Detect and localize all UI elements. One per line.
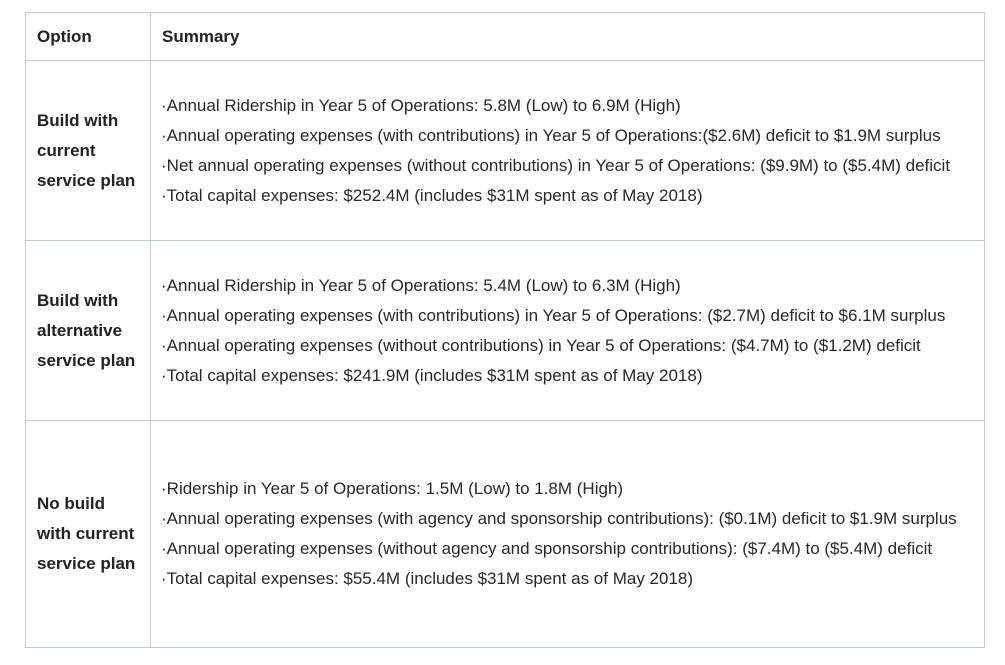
summary-cell: ·Annual Ridership in Year 5 of Operation… — [150, 240, 985, 421]
column-header-summary: Summary — [150, 12, 985, 61]
summary-item-text: Ridership in Year 5 of Operations: 1.5M … — [166, 479, 624, 498]
summary-item-text: Total capital expenses: $252.4M (include… — [166, 185, 703, 205]
summary-item-text: Annual operating expenses (with contribu… — [166, 125, 941, 145]
summary-item: ·Ridership in Year 5 of Operations: 1.5M… — [161, 474, 974, 504]
summary-item: ·Annual operating expenses (with contrib… — [161, 121, 974, 151]
bullet-marker: · — [161, 479, 167, 498]
summary-item: ·Annual Ridership in Year 5 of Operation… — [161, 91, 974, 121]
bullet-marker: · — [161, 365, 167, 385]
summary-item: ·Annual Ridership in Year 5 of Operation… — [161, 271, 974, 301]
table-row-build-alternative: Build with alternative service plan ·Ann… — [25, 240, 985, 421]
option-cell: No build with current service plan — [25, 420, 151, 648]
summary-item-text: Total capital expenses: $241.9M (include… — [166, 365, 703, 385]
option-cell: Build with alternative service plan — [25, 240, 151, 421]
bullet-marker: · — [161, 185, 167, 205]
summary-cell: ·Annual Ridership in Year 5 of Operation… — [150, 60, 985, 241]
bullet-marker: · — [161, 569, 167, 588]
bullet-marker: · — [161, 95, 167, 115]
summary-item: ·Annual operating expenses (with contrib… — [161, 301, 974, 331]
summary-item-text: Annual operating expenses (with contribu… — [166, 305, 946, 325]
summary-item: ·Annual operating expenses (without cont… — [161, 331, 974, 361]
table-row-build-current: Build with current service plan ·Annual … — [25, 60, 985, 241]
summary-item-text: Annual Ridership in Year 5 of Operations… — [166, 275, 681, 295]
bullet-marker: · — [161, 155, 167, 175]
summary-item-text: Annual operating expenses (with agency a… — [166, 509, 957, 528]
summary-item-text: Net annual operating expenses (without c… — [166, 155, 951, 175]
summary-item: ·Annual operating expenses (without agen… — [161, 534, 974, 564]
summary-item-text: Annual operating expenses (without agenc… — [166, 539, 933, 558]
header-row: Option Summary — [25, 12, 985, 61]
column-header-option: Option — [25, 12, 151, 61]
summary-item: ·Total capital expenses: $241.9M (includ… — [161, 361, 974, 391]
options-summary-table: Option Summary Build with current servic… — [25, 12, 985, 648]
bullet-marker: · — [161, 335, 167, 355]
table-row-no-build: No build with current service plan ·Ride… — [25, 420, 985, 648]
summary-item: ·Annual operating expenses (with agency … — [161, 504, 974, 534]
bullet-marker: · — [161, 125, 167, 145]
summary-item-text: Annual Ridership in Year 5 of Operations… — [166, 95, 681, 115]
bullet-marker: · — [161, 539, 167, 558]
bullet-marker: · — [161, 305, 167, 325]
summary-item-text: Annual operating expenses (without contr… — [166, 335, 921, 355]
summary-item: ·Total capital expenses: $55.4M (include… — [161, 564, 974, 594]
bullet-marker: · — [161, 509, 167, 528]
summary-item: ·Total capital expenses: $252.4M (includ… — [161, 181, 974, 211]
option-cell: Build with current service plan — [25, 60, 151, 241]
bullet-marker: · — [161, 275, 167, 295]
summary-item: ·Net annual operating expenses (without … — [161, 151, 974, 181]
summary-cell: ·Ridership in Year 5 of Operations: 1.5M… — [150, 420, 985, 648]
summary-item-text: Total capital expenses: $55.4M (includes… — [166, 569, 694, 588]
